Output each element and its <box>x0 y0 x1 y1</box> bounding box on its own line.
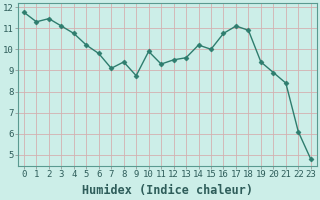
X-axis label: Humidex (Indice chaleur): Humidex (Indice chaleur) <box>82 184 253 197</box>
